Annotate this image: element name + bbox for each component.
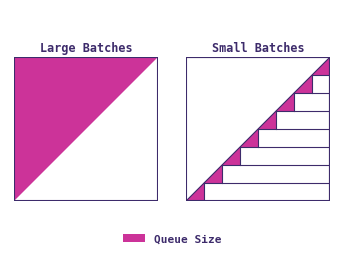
- Legend: Queue Size: Queue Size: [118, 230, 226, 248]
- Polygon shape: [204, 166, 222, 183]
- Polygon shape: [204, 166, 222, 183]
- Polygon shape: [276, 93, 294, 112]
- Polygon shape: [240, 130, 258, 148]
- Bar: [204, 183, 330, 201]
- Title: Small Batches: Small Batches: [212, 42, 304, 55]
- Polygon shape: [240, 130, 258, 148]
- Polygon shape: [294, 76, 312, 93]
- Bar: [258, 130, 330, 148]
- Polygon shape: [186, 183, 204, 201]
- Polygon shape: [312, 58, 330, 76]
- Bar: [276, 112, 330, 130]
- Polygon shape: [186, 58, 330, 201]
- Polygon shape: [258, 112, 276, 130]
- Polygon shape: [276, 93, 294, 112]
- Title: Large Batches: Large Batches: [40, 42, 132, 55]
- Bar: [86, 130, 158, 201]
- Polygon shape: [258, 112, 276, 130]
- Bar: [294, 93, 330, 112]
- Polygon shape: [222, 148, 240, 166]
- Bar: [312, 76, 330, 93]
- Polygon shape: [14, 58, 158, 201]
- Polygon shape: [222, 148, 240, 166]
- Polygon shape: [186, 183, 204, 201]
- Polygon shape: [294, 76, 312, 93]
- Bar: [222, 166, 330, 183]
- Bar: [240, 148, 330, 166]
- Polygon shape: [312, 58, 330, 76]
